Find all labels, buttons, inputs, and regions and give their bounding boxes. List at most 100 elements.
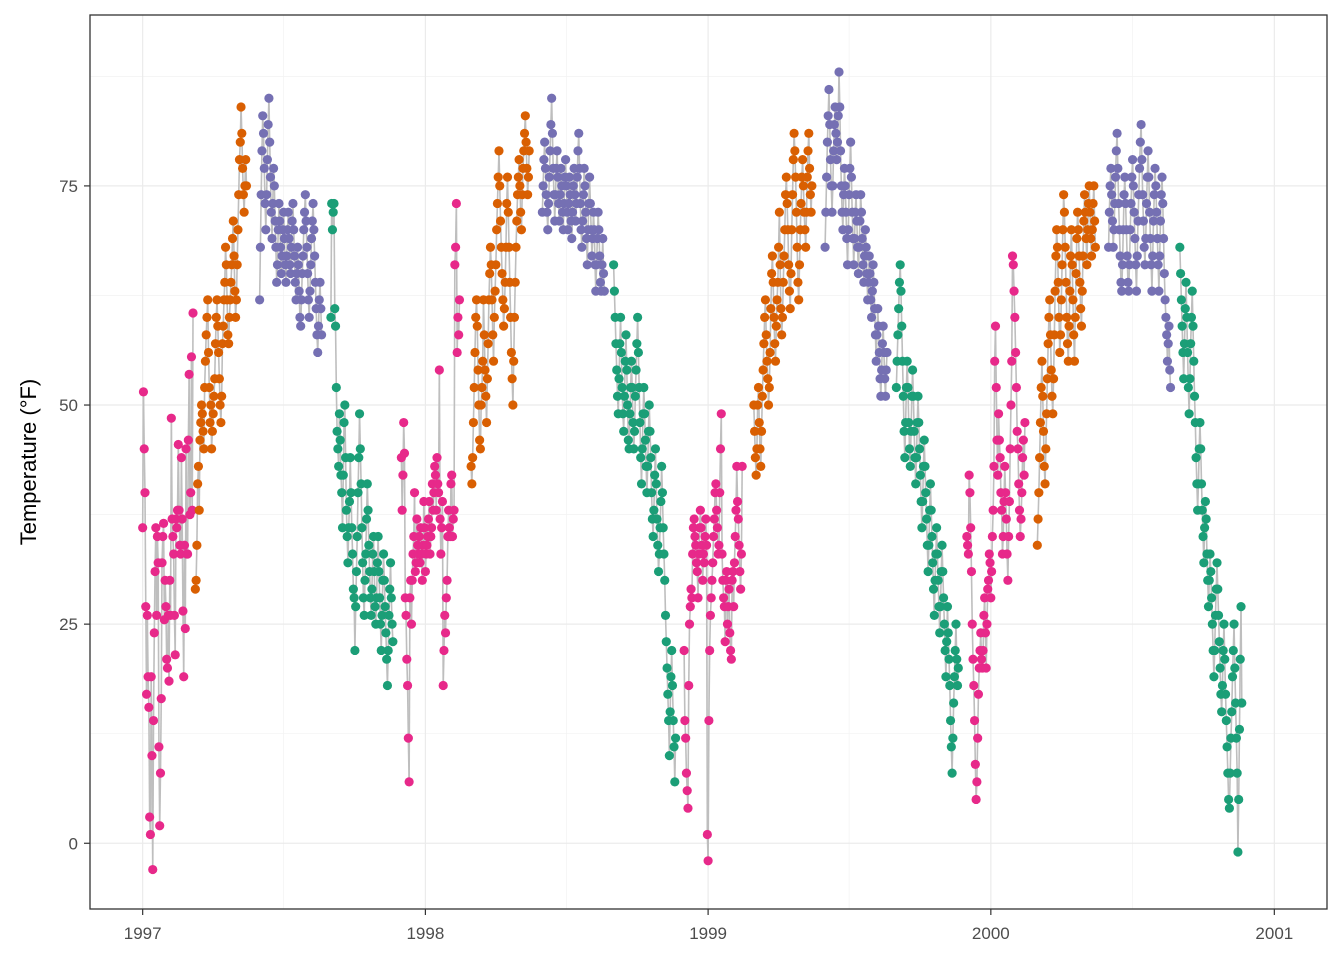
data-point-autumn [344, 496, 355, 507]
data-point-spring [488, 356, 499, 366]
data-point-spring [478, 356, 488, 366]
data-point-spring [751, 470, 761, 480]
data-point-autumn [935, 602, 946, 612]
point-connector [442, 650, 445, 686]
data-point-summer [867, 286, 877, 296]
data-point-spring [1086, 233, 1096, 244]
data-point-autumn [929, 610, 939, 620]
data-point-summer [1163, 339, 1173, 349]
data-point-autumn [893, 330, 903, 340]
point-connector [1023, 422, 1026, 476]
data-point-winter [148, 715, 159, 726]
data-point-winter [415, 558, 425, 568]
data-point-autumn [646, 488, 657, 498]
data-point-winter [719, 593, 729, 603]
point-connector [708, 615, 712, 651]
data-point-summer [257, 146, 267, 156]
point-connector [356, 492, 359, 537]
data-point-autumn [923, 566, 933, 577]
data-point-summer [1136, 119, 1146, 130]
data-point-summer [1130, 233, 1140, 244]
data-point-winter [410, 566, 420, 577]
data-point-spring [523, 190, 533, 200]
data-point-spring [765, 347, 775, 358]
data-point-spring [498, 295, 508, 305]
data-point-summer [587, 251, 597, 261]
data-point-summer [580, 181, 590, 191]
data-point-spring [471, 312, 481, 322]
data-point-winter [728, 566, 738, 577]
data-point-spring [1037, 356, 1047, 366]
data-point-spring [805, 190, 815, 200]
data-point-spring [1079, 216, 1089, 226]
data-point-winter [157, 558, 167, 568]
data-point-autumn [895, 260, 905, 270]
data-point-autumn [667, 645, 677, 656]
data-point-autumn [918, 496, 928, 507]
data-point-autumn [1187, 286, 1197, 296]
data-point-spring [492, 198, 503, 209]
y-tick-label: 0 [69, 834, 78, 853]
data-point-summer [877, 339, 887, 349]
data-point-spring [1047, 391, 1057, 401]
data-point-winter [402, 680, 413, 691]
data-point-winter [1007, 356, 1017, 366]
data-point-summer [1108, 242, 1118, 252]
data-point-spring [494, 146, 504, 156]
data-point-spring [200, 356, 211, 366]
data-point-summer [560, 155, 571, 165]
data-point-summer [845, 163, 855, 173]
data-point-summer [829, 119, 839, 130]
data-point-winter [737, 461, 747, 471]
data-point-spring [1059, 190, 1069, 200]
data-point-winter [186, 488, 196, 498]
data-point-autumn [1189, 356, 1199, 366]
data-point-autumn [1227, 707, 1237, 717]
point-connector [825, 177, 828, 213]
data-point-spring [468, 417, 479, 428]
data-point-autumn [337, 488, 347, 498]
data-point-summer [275, 242, 286, 252]
data-point-spring [776, 304, 786, 314]
data-point-winter [973, 733, 983, 743]
data-point-summer [289, 225, 299, 235]
data-point-autumn [1196, 444, 1206, 454]
data-point-winter [715, 444, 726, 454]
data-point-winter [142, 610, 152, 620]
data-point-autumn [619, 391, 630, 401]
data-point-winter [969, 680, 979, 691]
data-point-summer [861, 242, 871, 252]
data-point-winter [970, 759, 980, 769]
data-point-winter [1015, 531, 1025, 542]
data-point-spring [770, 356, 781, 366]
data-point-summer [292, 242, 303, 252]
data-point-autumn [943, 628, 953, 638]
data-point-spring [794, 295, 804, 305]
data-point-spring [1077, 286, 1087, 296]
data-point-winter [708, 531, 719, 542]
point-connector [740, 466, 743, 555]
data-point-summer [833, 111, 843, 121]
data-point-winter [707, 575, 717, 585]
data-point-spring [193, 479, 203, 489]
data-point-spring [1086, 251, 1097, 261]
data-point-summer [1153, 260, 1163, 270]
point-connector [838, 71, 841, 108]
data-point-spring [493, 172, 503, 182]
data-point-winter [449, 505, 459, 515]
data-point-summer [1155, 216, 1166, 226]
point-connector [344, 405, 347, 458]
data-point-summer [1165, 382, 1176, 393]
data-point-spring [1055, 330, 1066, 340]
data-point-spring [515, 181, 525, 191]
x-tick-label: 1998 [406, 924, 444, 943]
data-point-autumn [661, 637, 671, 647]
data-point-summer [546, 119, 556, 130]
data-point-spring [229, 251, 239, 261]
data-point-winter [983, 584, 993, 594]
data-point-summer [873, 304, 883, 314]
data-point-spring [798, 181, 808, 191]
data-point-summer [261, 225, 271, 235]
data-point-autumn [667, 680, 678, 691]
data-point-winter [990, 321, 1001, 331]
